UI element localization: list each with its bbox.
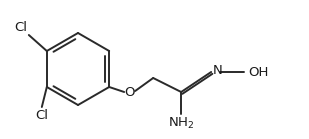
Text: O: O <box>124 85 134 99</box>
Text: N: N <box>213 64 223 78</box>
Text: Cl: Cl <box>14 21 27 34</box>
Text: NH$_2$: NH$_2$ <box>168 116 194 131</box>
Text: OH: OH <box>248 65 269 79</box>
Text: Cl: Cl <box>35 109 48 122</box>
